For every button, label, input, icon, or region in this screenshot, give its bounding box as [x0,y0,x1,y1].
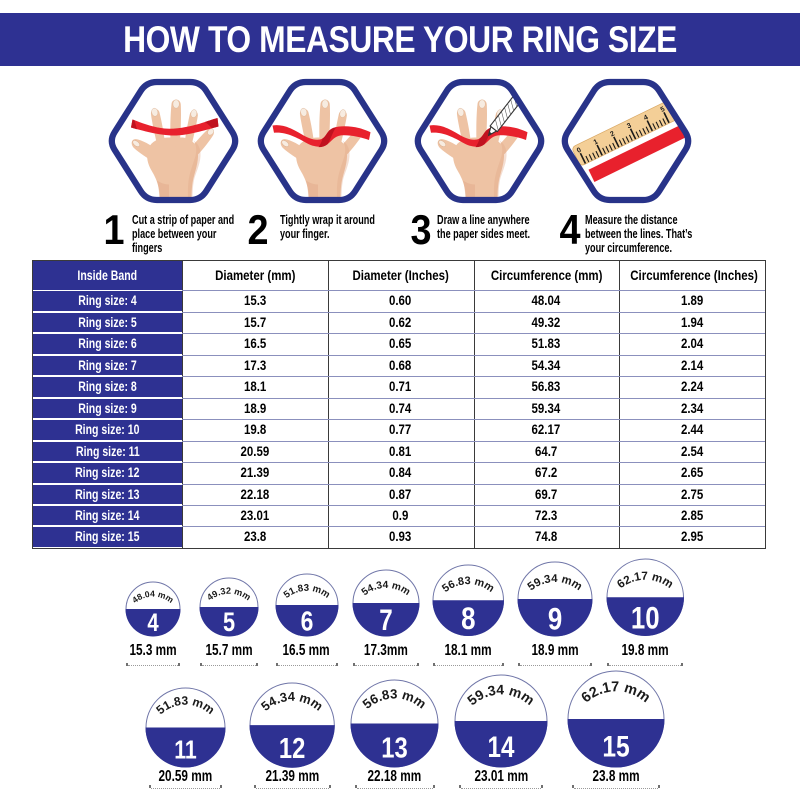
svg-text:15: 15 [602,729,629,763]
svg-text:51.83 mm: 51.83 mm [153,694,217,718]
svg-text:5: 5 [223,607,235,637]
svg-text:62.17 mm: 62.17 mm [614,570,675,591]
svg-text:12: 12 [279,731,305,764]
svg-text:48.04 mm: 48.04 mm [130,588,176,605]
svg-text:14: 14 [488,731,515,764]
svg-text:8: 8 [461,602,475,637]
svg-text:3: 3 [626,122,633,130]
svg-text:6: 6 [300,606,313,637]
svg-text:13: 13 [381,731,407,764]
svg-text:0: 0 [576,146,583,154]
svg-text:10: 10 [631,601,660,636]
svg-text:2: 2 [609,130,616,138]
svg-text:4: 4 [147,608,159,636]
svg-text:51.83 mm: 51.83 mm [281,582,331,600]
svg-text:9: 9 [548,602,562,637]
svg-text:1: 1 [593,138,600,146]
svg-text:7: 7 [379,603,392,636]
svg-text:11: 11 [174,735,197,765]
svg-text:4: 4 [643,114,650,122]
svg-text:5: 5 [660,105,667,113]
svg-text:56.83 mm: 56.83 mm [440,575,497,595]
